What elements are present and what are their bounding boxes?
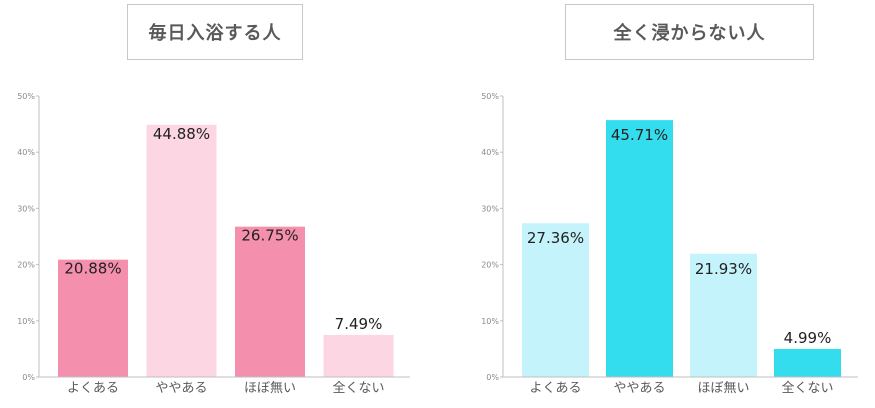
category-label: ややある xyxy=(613,381,665,396)
y-tick-label: 20% xyxy=(17,261,35,270)
bar xyxy=(774,348,841,377)
data-label: 27.36% xyxy=(527,229,584,247)
chart-title-left: 毎日入浴する人 xyxy=(127,4,303,60)
bar xyxy=(522,223,589,377)
y-tick-label: 20% xyxy=(481,261,499,270)
y-tick-label: 30% xyxy=(481,204,499,213)
data-label: 7.49% xyxy=(335,315,383,333)
y-tick-label: 30% xyxy=(17,204,35,213)
category-label: ややある xyxy=(155,381,207,396)
category-label: ほぼ無い xyxy=(697,381,749,396)
data-label: 26.75% xyxy=(241,227,298,245)
bar xyxy=(58,259,128,377)
chart-title-right: 全く浸からない人 xyxy=(565,4,814,60)
data-label: 4.99% xyxy=(784,329,832,347)
bar xyxy=(606,120,673,377)
data-label: 20.88% xyxy=(64,260,121,278)
y-tick-label: 0% xyxy=(486,373,499,382)
data-label: 44.88% xyxy=(153,125,210,143)
y-tick-label: 50% xyxy=(17,92,35,101)
bar xyxy=(690,253,757,377)
category-label: 全くない xyxy=(332,380,384,396)
y-tick-label: 50% xyxy=(481,92,499,101)
y-tick-label: 10% xyxy=(481,317,499,326)
data-label: 45.71% xyxy=(611,126,668,144)
y-tick-label: 40% xyxy=(17,148,35,157)
category-label: ほぼ無い xyxy=(244,381,296,396)
data-label: 21.93% xyxy=(695,260,752,278)
y-tick-label: 40% xyxy=(481,148,499,157)
bar xyxy=(323,334,394,377)
category-label: よくある xyxy=(67,381,119,396)
category-label: よくある xyxy=(529,381,581,396)
bar xyxy=(235,226,305,377)
y-tick-label: 10% xyxy=(17,317,35,326)
y-tick-label: 0% xyxy=(22,373,35,382)
bar xyxy=(146,124,217,377)
category-label: 全くない xyxy=(781,380,833,396)
